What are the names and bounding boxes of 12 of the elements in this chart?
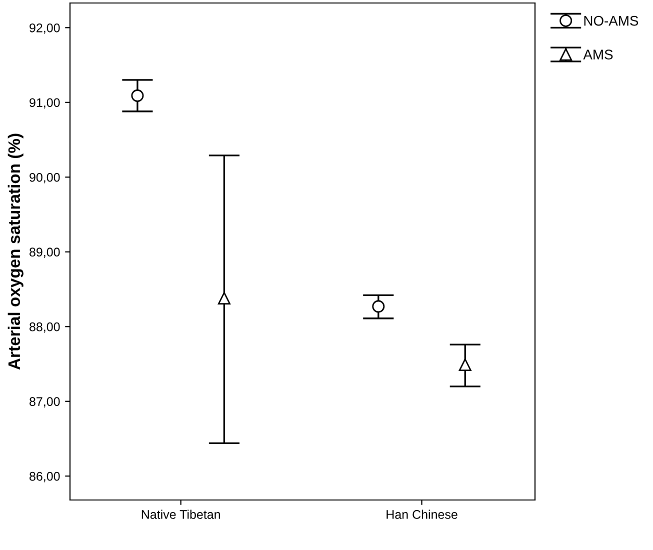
y-tick-label: 90,00 <box>30 172 60 184</box>
x-tick-label: Native Tibetan <box>142 510 220 519</box>
y-tick-label: 86,00 <box>30 472 60 482</box>
y-tick-label: 92,00 <box>30 23 60 34</box>
y-tick-label: 91,00 <box>30 98 60 109</box>
y-tick-label: 89,00 <box>30 248 60 258</box>
y-tick-label: 87,00 <box>30 397 60 408</box>
y-axis-title: Arterial oxygen saturation (%) <box>8 134 24 370</box>
x-tick-label: Han Chinese <box>386 510 458 519</box>
y-tick-label: 88,00 <box>30 322 60 333</box>
legend-label: NO-AMS <box>584 16 638 26</box>
legend-label: AMS <box>583 50 613 60</box>
